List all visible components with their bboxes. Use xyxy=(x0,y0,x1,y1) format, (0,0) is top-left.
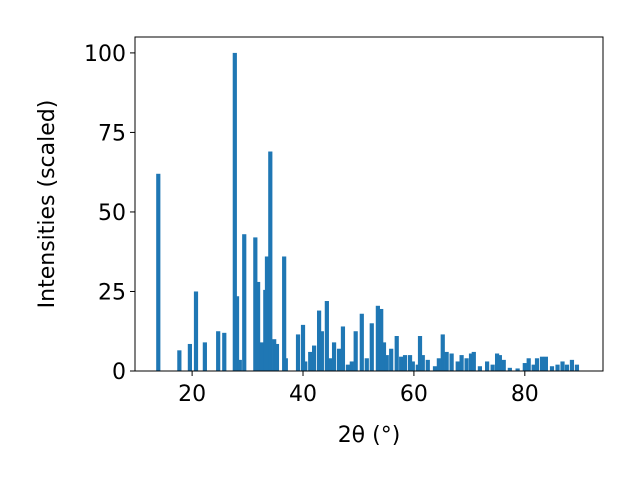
bar xyxy=(440,334,445,371)
bar xyxy=(336,348,342,371)
bar xyxy=(543,356,548,371)
bar xyxy=(272,339,277,371)
bar xyxy=(522,363,527,371)
bar xyxy=(264,256,270,371)
bar xyxy=(515,368,520,371)
plot-frame xyxy=(134,36,604,372)
bar xyxy=(436,358,441,371)
bar xyxy=(417,336,423,371)
bar xyxy=(444,351,449,371)
bar xyxy=(193,291,199,371)
bar xyxy=(316,310,322,371)
bar xyxy=(407,355,413,371)
x-axis-label: 2θ (°) xyxy=(338,423,401,448)
bar xyxy=(353,331,358,371)
bar xyxy=(187,343,192,371)
bar xyxy=(222,332,227,371)
y-tick-label: 0 xyxy=(112,360,126,385)
bar xyxy=(331,342,337,371)
bar xyxy=(494,353,500,371)
bar xyxy=(539,356,545,371)
y-tick-label: 25 xyxy=(98,280,126,305)
bar xyxy=(156,173,161,371)
bar xyxy=(394,336,399,371)
bar xyxy=(268,151,273,371)
x-tick-label: 20 xyxy=(178,382,206,407)
y-tick-label: 50 xyxy=(98,201,126,226)
bar xyxy=(477,366,483,371)
bar xyxy=(259,342,265,371)
bar xyxy=(564,364,570,371)
bar xyxy=(345,364,351,371)
bar xyxy=(202,342,207,371)
bar xyxy=(555,364,560,371)
bar xyxy=(534,358,540,371)
bar xyxy=(319,331,324,371)
bar xyxy=(507,367,512,371)
bar xyxy=(232,52,237,372)
bar xyxy=(526,358,531,371)
bar xyxy=(216,331,221,371)
bar xyxy=(560,361,565,371)
bar xyxy=(420,355,425,371)
bar xyxy=(574,364,580,371)
bar xyxy=(308,351,313,371)
bar xyxy=(375,305,380,371)
bar xyxy=(283,358,288,371)
bar xyxy=(485,361,490,371)
x-tick-label: 60 xyxy=(400,382,428,407)
bar xyxy=(569,359,575,371)
y-tick-label: 100 xyxy=(84,42,126,67)
bar xyxy=(177,350,182,371)
bar xyxy=(242,234,247,371)
bar xyxy=(410,361,415,371)
bar xyxy=(340,326,346,371)
bar xyxy=(274,343,280,371)
bar xyxy=(312,345,317,371)
bar xyxy=(369,323,374,371)
bar xyxy=(379,308,384,371)
bar xyxy=(490,364,495,371)
bar xyxy=(384,355,389,371)
bar xyxy=(359,313,364,371)
bar xyxy=(501,359,506,371)
bar xyxy=(282,256,287,371)
bar xyxy=(328,358,333,371)
bar xyxy=(255,281,261,371)
bar xyxy=(459,355,464,371)
bar xyxy=(381,342,387,371)
bar xyxy=(471,351,476,371)
bar xyxy=(449,353,454,371)
bar xyxy=(415,364,420,371)
bar xyxy=(253,237,258,371)
bar xyxy=(364,358,369,371)
bar xyxy=(432,366,438,371)
bar xyxy=(237,359,242,371)
bar xyxy=(349,361,354,371)
bar xyxy=(399,356,404,371)
y-axis-label: Intensities (scaled) xyxy=(35,100,60,309)
bar xyxy=(389,348,394,371)
bar xyxy=(468,353,474,371)
bar xyxy=(464,358,469,371)
x-tick-label: 40 xyxy=(289,382,317,407)
bar xyxy=(497,355,502,371)
bar xyxy=(531,364,536,371)
bar xyxy=(295,334,301,371)
bar xyxy=(425,359,430,371)
bar xyxy=(324,301,329,371)
bar xyxy=(455,361,460,371)
bar xyxy=(549,366,555,371)
bar xyxy=(303,361,308,371)
y-tick-label: 75 xyxy=(98,121,126,146)
x-tick-label: 80 xyxy=(511,382,539,407)
bar xyxy=(402,355,408,371)
bar xyxy=(300,324,306,371)
bar xyxy=(234,296,240,371)
